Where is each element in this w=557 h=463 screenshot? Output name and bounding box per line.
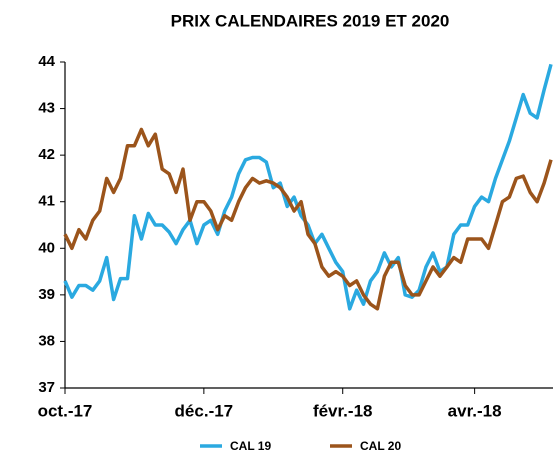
x-tick-label: févr.-18 (313, 401, 373, 420)
y-tick-label: 40 (38, 239, 55, 256)
y-tick-label: 44 (38, 53, 55, 70)
x-tick-label: avr.-18 (448, 401, 502, 420)
legend-label: CAL 20 (360, 439, 401, 453)
y-tick-label: 39 (38, 286, 55, 303)
series-line (63, 63, 553, 311)
x-tick-label: oct.-17 (38, 401, 93, 420)
chart-title: PRIX CALENDAIRES 2019 ET 2020 (171, 11, 450, 30)
y-tick-label: 41 (38, 193, 55, 210)
series-line (63, 127, 553, 311)
y-tick-label: 42 (38, 146, 55, 163)
legend-label: CAL 19 (230, 439, 271, 453)
x-tick-label: déc.-17 (175, 401, 234, 420)
y-tick-label: 43 (38, 100, 55, 117)
y-tick-label: 37 (38, 379, 55, 396)
y-tick-label: 38 (38, 332, 55, 349)
